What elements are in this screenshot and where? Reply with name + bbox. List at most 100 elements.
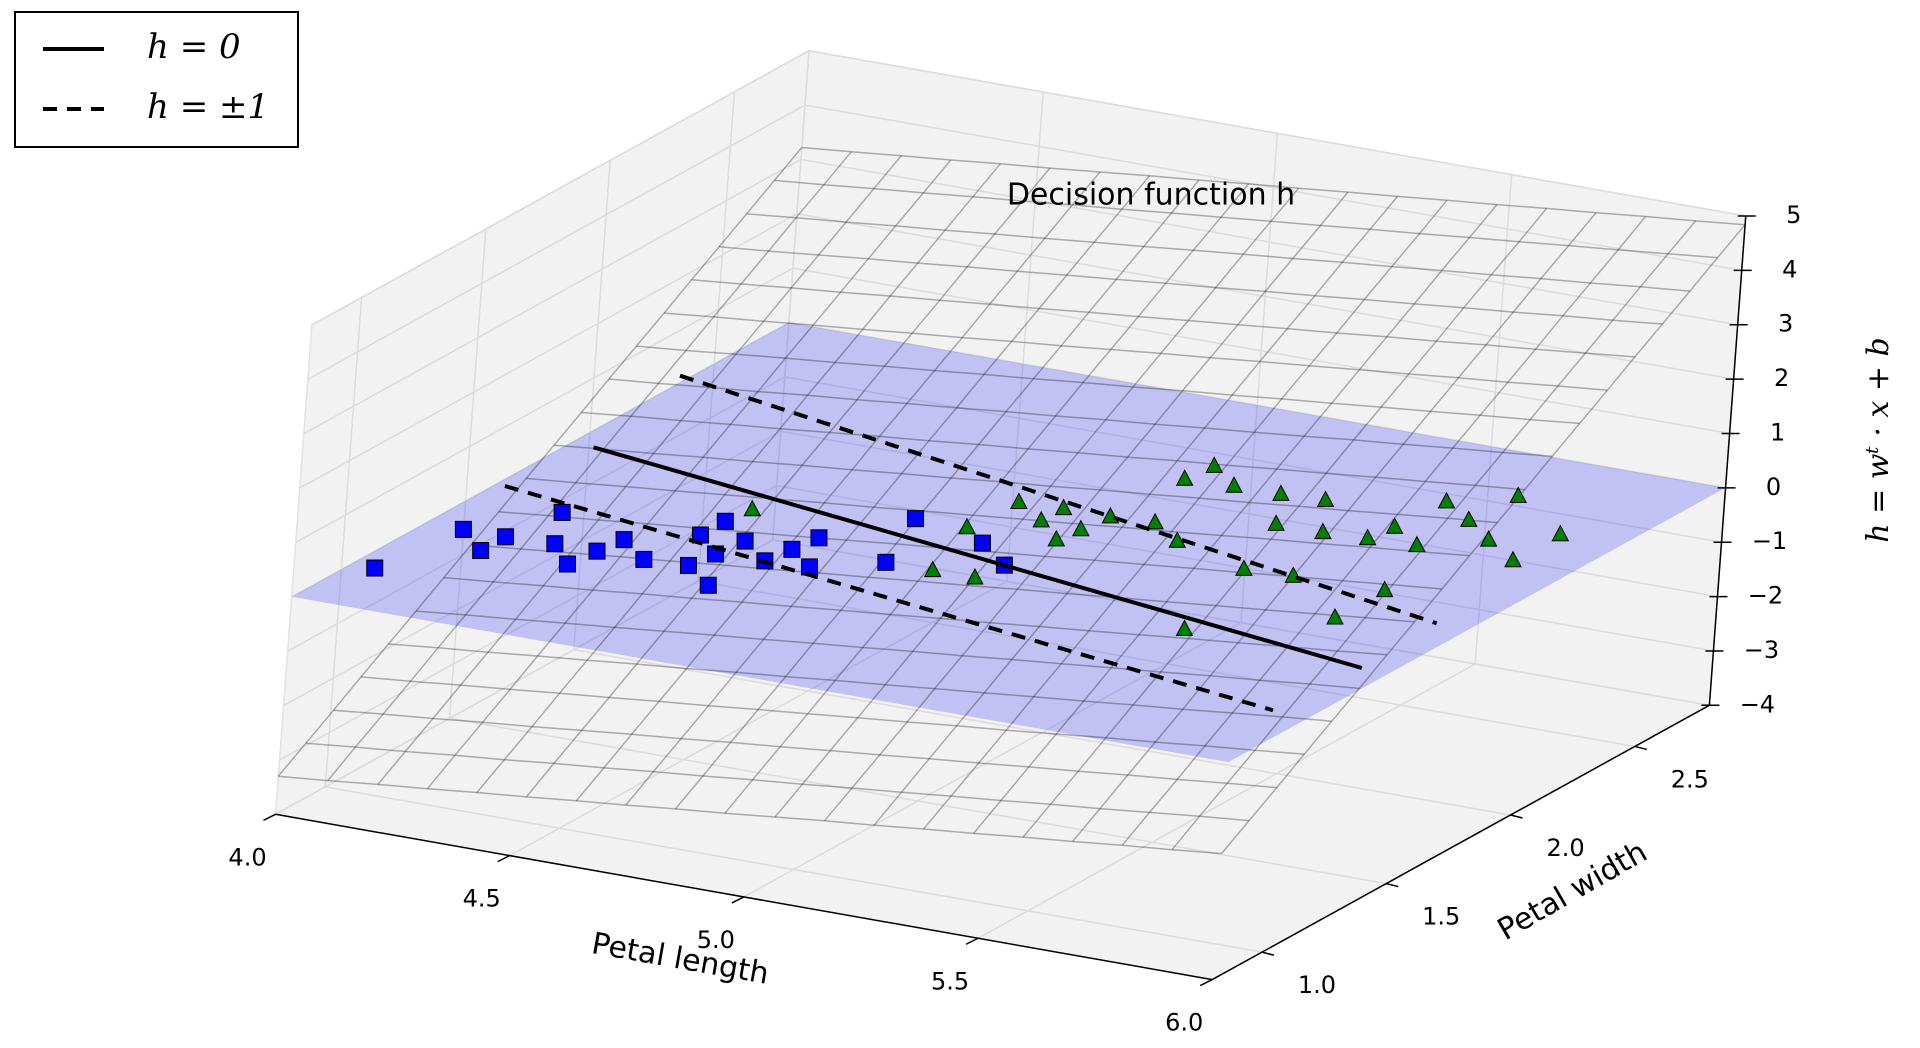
wireframe-line xyxy=(476,163,1001,793)
chart-title: Decision function h xyxy=(1007,178,1295,213)
grid-line xyxy=(325,786,1263,953)
grid-line xyxy=(808,49,1746,217)
grid-line xyxy=(772,539,1710,707)
wireframe-line xyxy=(746,213,1690,292)
grid-line xyxy=(697,580,1635,748)
wireframe-line xyxy=(498,511,1443,590)
grid-line xyxy=(784,376,1722,543)
point xyxy=(546,535,564,553)
y-tick xyxy=(1386,882,1399,888)
wireframe-line xyxy=(1121,216,1647,846)
axis-line xyxy=(1211,704,1710,981)
y-tick xyxy=(1634,745,1647,751)
point xyxy=(1235,559,1253,576)
x-tick xyxy=(965,937,979,945)
wireframe-line xyxy=(972,204,1498,834)
legend-box xyxy=(14,11,299,148)
point xyxy=(454,520,472,538)
grid-line xyxy=(1006,91,1044,582)
y-tick-label: 2.5 xyxy=(1671,765,1709,793)
wireframe-line xyxy=(525,167,1051,798)
point xyxy=(877,553,895,571)
wireframe-line xyxy=(278,775,1222,855)
wireframe-line xyxy=(443,576,1388,656)
grid-line xyxy=(788,321,1726,489)
wireframe-line xyxy=(664,312,1608,392)
point xyxy=(472,542,490,560)
wireframe-line xyxy=(823,191,1349,822)
wireframe-line xyxy=(1221,224,1746,854)
point xyxy=(1168,531,1187,548)
boundary-line xyxy=(504,484,1274,713)
point xyxy=(588,542,606,560)
z-tick-label: −4 xyxy=(1740,690,1775,718)
wireframe-line xyxy=(360,676,1305,755)
grid-line xyxy=(299,213,798,489)
grid-line xyxy=(792,267,1730,435)
decision-plane xyxy=(291,322,1726,763)
wireframe-line xyxy=(526,477,1470,557)
point xyxy=(1072,519,1090,537)
grid-line xyxy=(307,104,806,381)
wireframe-line xyxy=(774,179,1718,259)
point xyxy=(1225,476,1243,493)
point xyxy=(1205,456,1224,473)
z-tick-label: 5 xyxy=(1786,201,1801,229)
grid-line xyxy=(573,160,611,650)
point xyxy=(923,560,942,578)
point xyxy=(1175,469,1194,486)
z-tick-label: 3 xyxy=(1778,310,1793,338)
grid-line xyxy=(291,321,790,598)
point xyxy=(1408,535,1426,553)
x-tick-label: 4.5 xyxy=(463,885,501,913)
boundary-line xyxy=(592,445,1363,670)
point xyxy=(736,532,754,550)
point xyxy=(1326,607,1344,625)
legend-label: h = ±1 xyxy=(147,87,269,127)
grid-line xyxy=(324,297,363,787)
point xyxy=(1385,517,1404,534)
wireframe-line xyxy=(575,171,1101,802)
wireframe-line xyxy=(774,187,1300,818)
point xyxy=(1175,619,1194,636)
x-tick xyxy=(1199,978,1213,987)
legend: h = 0 h = ±1 xyxy=(14,11,299,148)
wireframe-line xyxy=(1022,207,1548,838)
wireframe-line xyxy=(691,278,1635,358)
grid-line xyxy=(743,621,1242,898)
wireframe-line xyxy=(873,195,1399,826)
point xyxy=(783,540,801,558)
grid-line xyxy=(448,228,487,719)
point xyxy=(810,529,828,547)
z-axis-label: h = wᵗ · x + b xyxy=(1861,337,1896,543)
wireframe-line xyxy=(636,345,1580,425)
point xyxy=(635,550,653,568)
wireframe-line xyxy=(625,175,1150,806)
point xyxy=(1054,498,1073,516)
grid-line xyxy=(573,648,1511,816)
x-axis-label: Petal length xyxy=(589,926,771,992)
wireframe-line xyxy=(277,147,803,777)
point xyxy=(1459,510,1478,527)
point xyxy=(743,499,762,517)
grid-line xyxy=(977,663,1476,939)
wireframe-line xyxy=(608,378,1553,458)
point xyxy=(1314,522,1332,540)
z-tick-label: −1 xyxy=(1752,527,1787,555)
point xyxy=(558,555,576,573)
point xyxy=(907,510,925,528)
scene: 4.0 4.5 5.0 5.5 6.0 1.0 1.5 2.0 2.5 −4 −3 −2 −1 0 1 2 3 4… xyxy=(228,49,1801,1037)
point xyxy=(1010,492,1028,509)
y-tick xyxy=(1510,814,1523,819)
grid-line xyxy=(509,580,1008,857)
wireframe-line xyxy=(1171,220,1697,851)
point xyxy=(1032,510,1051,528)
x-tick-label: 4.0 xyxy=(228,843,266,871)
point xyxy=(366,559,384,577)
point xyxy=(1358,528,1377,546)
z-tick-label: 1 xyxy=(1770,418,1785,446)
x-tick xyxy=(263,813,276,821)
wireframe-line xyxy=(388,643,1332,722)
point xyxy=(1267,514,1285,531)
